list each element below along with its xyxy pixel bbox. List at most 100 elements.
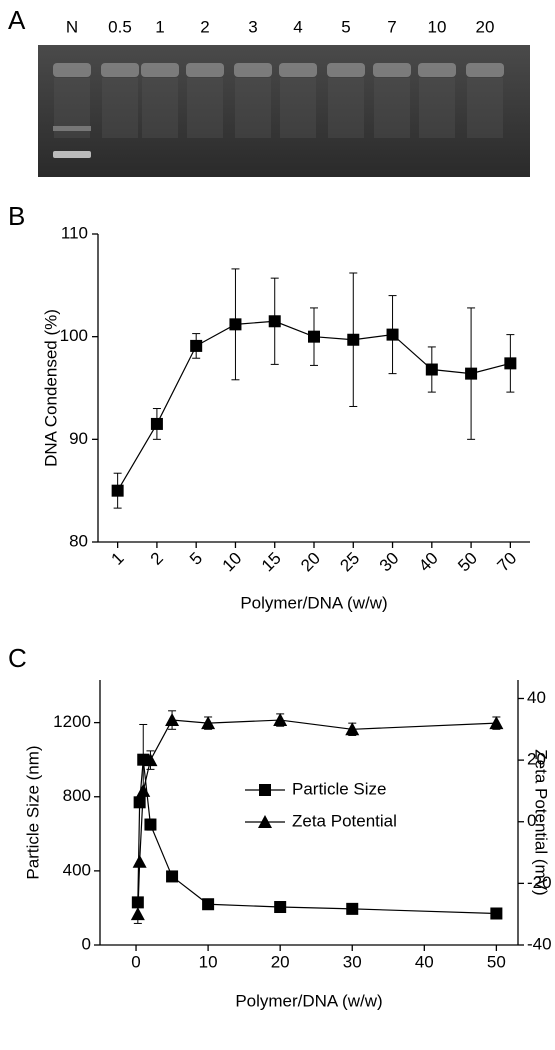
lane-label: 1 bbox=[155, 17, 164, 36]
y-tick-label: 80 bbox=[69, 531, 88, 550]
gel-smear bbox=[187, 78, 223, 138]
gel-smear bbox=[142, 78, 178, 138]
marker bbox=[504, 357, 517, 370]
gel-well bbox=[101, 63, 139, 77]
x-tick-label: 10 bbox=[219, 549, 246, 576]
gel-well bbox=[327, 63, 365, 77]
marker bbox=[386, 328, 399, 341]
marker bbox=[268, 315, 281, 328]
marker bbox=[346, 902, 359, 915]
gel-smear bbox=[235, 78, 271, 138]
lane-label: 0.5 bbox=[108, 17, 132, 36]
lane-label: 10 bbox=[428, 17, 447, 36]
x-tick-label: 30 bbox=[376, 549, 403, 576]
x-tick-label: 40 bbox=[415, 549, 442, 576]
lane-label: 20 bbox=[476, 17, 495, 36]
gel-smear bbox=[374, 78, 410, 138]
x-tick-label: 15 bbox=[258, 549, 285, 576]
marker bbox=[165, 713, 180, 727]
marker bbox=[166, 870, 179, 883]
x-tick-label: 1 bbox=[108, 549, 128, 569]
marker bbox=[202, 898, 215, 911]
y-tick-label: 800 bbox=[63, 786, 91, 805]
y-tick-label: 400 bbox=[63, 860, 91, 879]
marker bbox=[150, 417, 163, 430]
x-axis-title: Polymer/DNA (w/w) bbox=[235, 991, 382, 1010]
marker bbox=[490, 907, 503, 920]
x-axis-title: Polymer/DNA (w/w) bbox=[240, 593, 387, 612]
x-tick-label: 2 bbox=[147, 549, 167, 569]
x-tick-label: 0 bbox=[131, 952, 140, 971]
gel-well bbox=[186, 63, 224, 77]
marker bbox=[190, 339, 203, 352]
legend-marker bbox=[258, 815, 272, 828]
marker bbox=[425, 363, 438, 376]
x-tick-label: 50 bbox=[454, 549, 481, 576]
marker bbox=[308, 330, 320, 343]
gel-well bbox=[418, 63, 456, 77]
panel-letter: B bbox=[8, 201, 25, 231]
x-tick-label: 20 bbox=[271, 952, 290, 971]
gel-smear bbox=[328, 78, 364, 138]
marker bbox=[130, 907, 145, 921]
x-tick-label: 5 bbox=[186, 549, 206, 569]
y-axis-title: DNA Condensed (%) bbox=[41, 309, 60, 467]
y2-tick-label: 20 bbox=[527, 750, 546, 769]
marker bbox=[489, 716, 504, 730]
y-tick-label: 90 bbox=[69, 429, 88, 448]
marker bbox=[229, 318, 242, 331]
y-tick-label: 1200 bbox=[53, 712, 91, 731]
legend-label: Zeta Potential bbox=[292, 811, 397, 830]
legend-marker bbox=[259, 784, 271, 796]
marker bbox=[143, 753, 158, 767]
y2-axis-title: Zeta Potential (mV) bbox=[532, 749, 551, 895]
lane-label: 5 bbox=[341, 17, 350, 36]
y-tick-label: 110 bbox=[61, 223, 88, 242]
gel-band bbox=[53, 126, 91, 131]
gel-well bbox=[141, 63, 179, 77]
marker bbox=[345, 722, 360, 736]
x-tick-label: 10 bbox=[199, 952, 218, 971]
panel-letter: A bbox=[8, 5, 26, 35]
gel-smear bbox=[102, 78, 138, 138]
marker bbox=[144, 818, 157, 831]
marker bbox=[133, 796, 146, 809]
x-tick-label: 50 bbox=[487, 952, 506, 971]
gel-well bbox=[53, 63, 91, 77]
x-tick-label: 70 bbox=[494, 549, 521, 576]
x-tick-label: 20 bbox=[297, 549, 324, 576]
panel-letter: C bbox=[8, 643, 27, 673]
marker bbox=[132, 854, 147, 868]
y-tick-label: 0 bbox=[82, 934, 91, 953]
marker bbox=[136, 783, 151, 797]
x-tick-label: 40 bbox=[415, 952, 434, 971]
lane-label: 4 bbox=[293, 17, 302, 36]
marker bbox=[347, 333, 360, 346]
y2-tick-label: -20 bbox=[527, 873, 552, 892]
gel-band bbox=[53, 151, 91, 158]
y2-tick-label: 40 bbox=[527, 688, 546, 707]
marker bbox=[273, 713, 288, 727]
y2-tick-label: 0 bbox=[527, 811, 536, 830]
y-axis-title: Particle Size (nm) bbox=[23, 745, 42, 879]
lane-label: N bbox=[66, 17, 78, 36]
gel-smear bbox=[419, 78, 455, 138]
gel-smear bbox=[467, 78, 503, 138]
marker bbox=[465, 367, 478, 380]
marker bbox=[201, 716, 216, 730]
lane-label: 7 bbox=[387, 17, 396, 36]
lane-label: 2 bbox=[200, 17, 209, 36]
marker bbox=[111, 484, 124, 497]
gel-smear bbox=[280, 78, 316, 138]
gel-well bbox=[466, 63, 504, 77]
gel-well bbox=[234, 63, 272, 77]
marker bbox=[274, 901, 287, 914]
lane-label: 3 bbox=[248, 17, 257, 36]
gel-well bbox=[373, 63, 411, 77]
legend-label: Particle Size bbox=[292, 779, 386, 798]
y-tick-label: 100 bbox=[60, 326, 88, 345]
y2-tick-label: -40 bbox=[527, 934, 552, 953]
gel-well bbox=[279, 63, 317, 77]
